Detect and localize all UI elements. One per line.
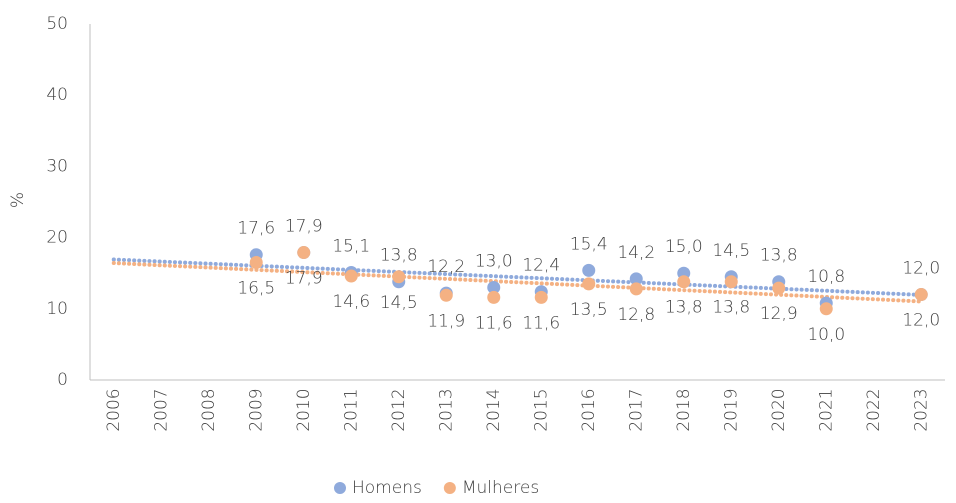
x-tick-label: 2006 (104, 388, 124, 431)
data-label: 11,9 (427, 311, 465, 331)
x-tick-label: 2007 (151, 388, 171, 431)
point (914, 288, 928, 302)
y-tick-label: 50 (46, 14, 68, 34)
point (487, 280, 501, 294)
data-label: 14,6 (332, 292, 370, 312)
data-label: 11,6 (522, 313, 560, 333)
data-label: 15,4 (570, 234, 608, 254)
legend-label: Homens (352, 478, 422, 498)
point (629, 272, 643, 286)
data-label: 13,8 (380, 246, 418, 266)
legend-marker (334, 482, 346, 494)
point (724, 275, 738, 289)
data-label: 13,8 (712, 298, 750, 318)
y-tick-label: 20 (46, 228, 68, 248)
y-tick-label: 10 (46, 299, 68, 319)
point (439, 288, 453, 302)
data-label: 17,9 (285, 217, 323, 237)
data-label: 15,1 (332, 236, 370, 256)
trend-line (111, 261, 924, 304)
x-tick-label: 2021 (816, 388, 836, 431)
data-label: 12,4 (522, 256, 560, 276)
data-label: 14,5 (712, 241, 750, 261)
data-label: 12,0 (902, 259, 940, 279)
data-label: 14,5 (380, 293, 418, 313)
data-label: 13,5 (570, 300, 608, 320)
data-label: 12,0 (902, 311, 940, 331)
data-label: 13,0 (475, 251, 513, 271)
x-tick-label: 2013 (436, 388, 456, 431)
x-tick-label: 2008 (199, 388, 219, 431)
point (249, 256, 263, 270)
data-label: 13,8 (665, 298, 703, 318)
data-label: 13,8 (760, 246, 798, 266)
point (487, 290, 501, 304)
point (677, 275, 691, 289)
point (582, 277, 596, 291)
x-tick-label: 2010 (294, 388, 314, 431)
point (392, 270, 406, 284)
data-label: 16,5 (237, 279, 275, 299)
data-label: 12,9 (760, 304, 798, 324)
x-tick-label: 2012 (389, 388, 409, 431)
data-label: 11,6 (475, 313, 513, 333)
y-tick-label: 0 (57, 370, 68, 390)
x-tick-label: 2015 (531, 388, 551, 431)
point (819, 302, 833, 316)
y-tick-label: 40 (46, 85, 68, 105)
data-label: 12,2 (427, 257, 465, 277)
x-tick-label: 2017 (626, 388, 646, 431)
legend-marker (443, 482, 456, 494)
data-label: 15,0 (665, 237, 703, 257)
point (772, 281, 786, 295)
x-tick-label: 2022 (864, 388, 884, 431)
x-tick-label: 2011 (341, 388, 361, 431)
point (534, 290, 548, 304)
trend-line (111, 257, 924, 297)
data-label: 12,8 (617, 305, 655, 325)
x-tick-label: 2016 (579, 388, 599, 431)
x-tick-label: 2009 (246, 388, 266, 431)
data-label: 10,8 (807, 267, 845, 287)
x-tick-label: 2014 (484, 388, 504, 431)
y-axis-label: % (8, 192, 28, 208)
data-label: 17,6 (237, 219, 275, 239)
y-tick-label: 30 (46, 156, 68, 176)
point (344, 269, 358, 283)
x-tick-label: 2019 (721, 388, 741, 431)
x-tick-label: 2023 (911, 388, 931, 431)
data-label: 14,2 (617, 243, 655, 263)
point (582, 263, 596, 277)
x-tick-label: 2020 (769, 388, 789, 431)
legend-label: Mulheres (462, 478, 539, 498)
data-label: 10,0 (807, 325, 845, 345)
data-label: 17,9 (285, 269, 323, 289)
x-tick-label: 2018 (674, 388, 694, 431)
point (297, 246, 311, 260)
point (629, 282, 643, 296)
